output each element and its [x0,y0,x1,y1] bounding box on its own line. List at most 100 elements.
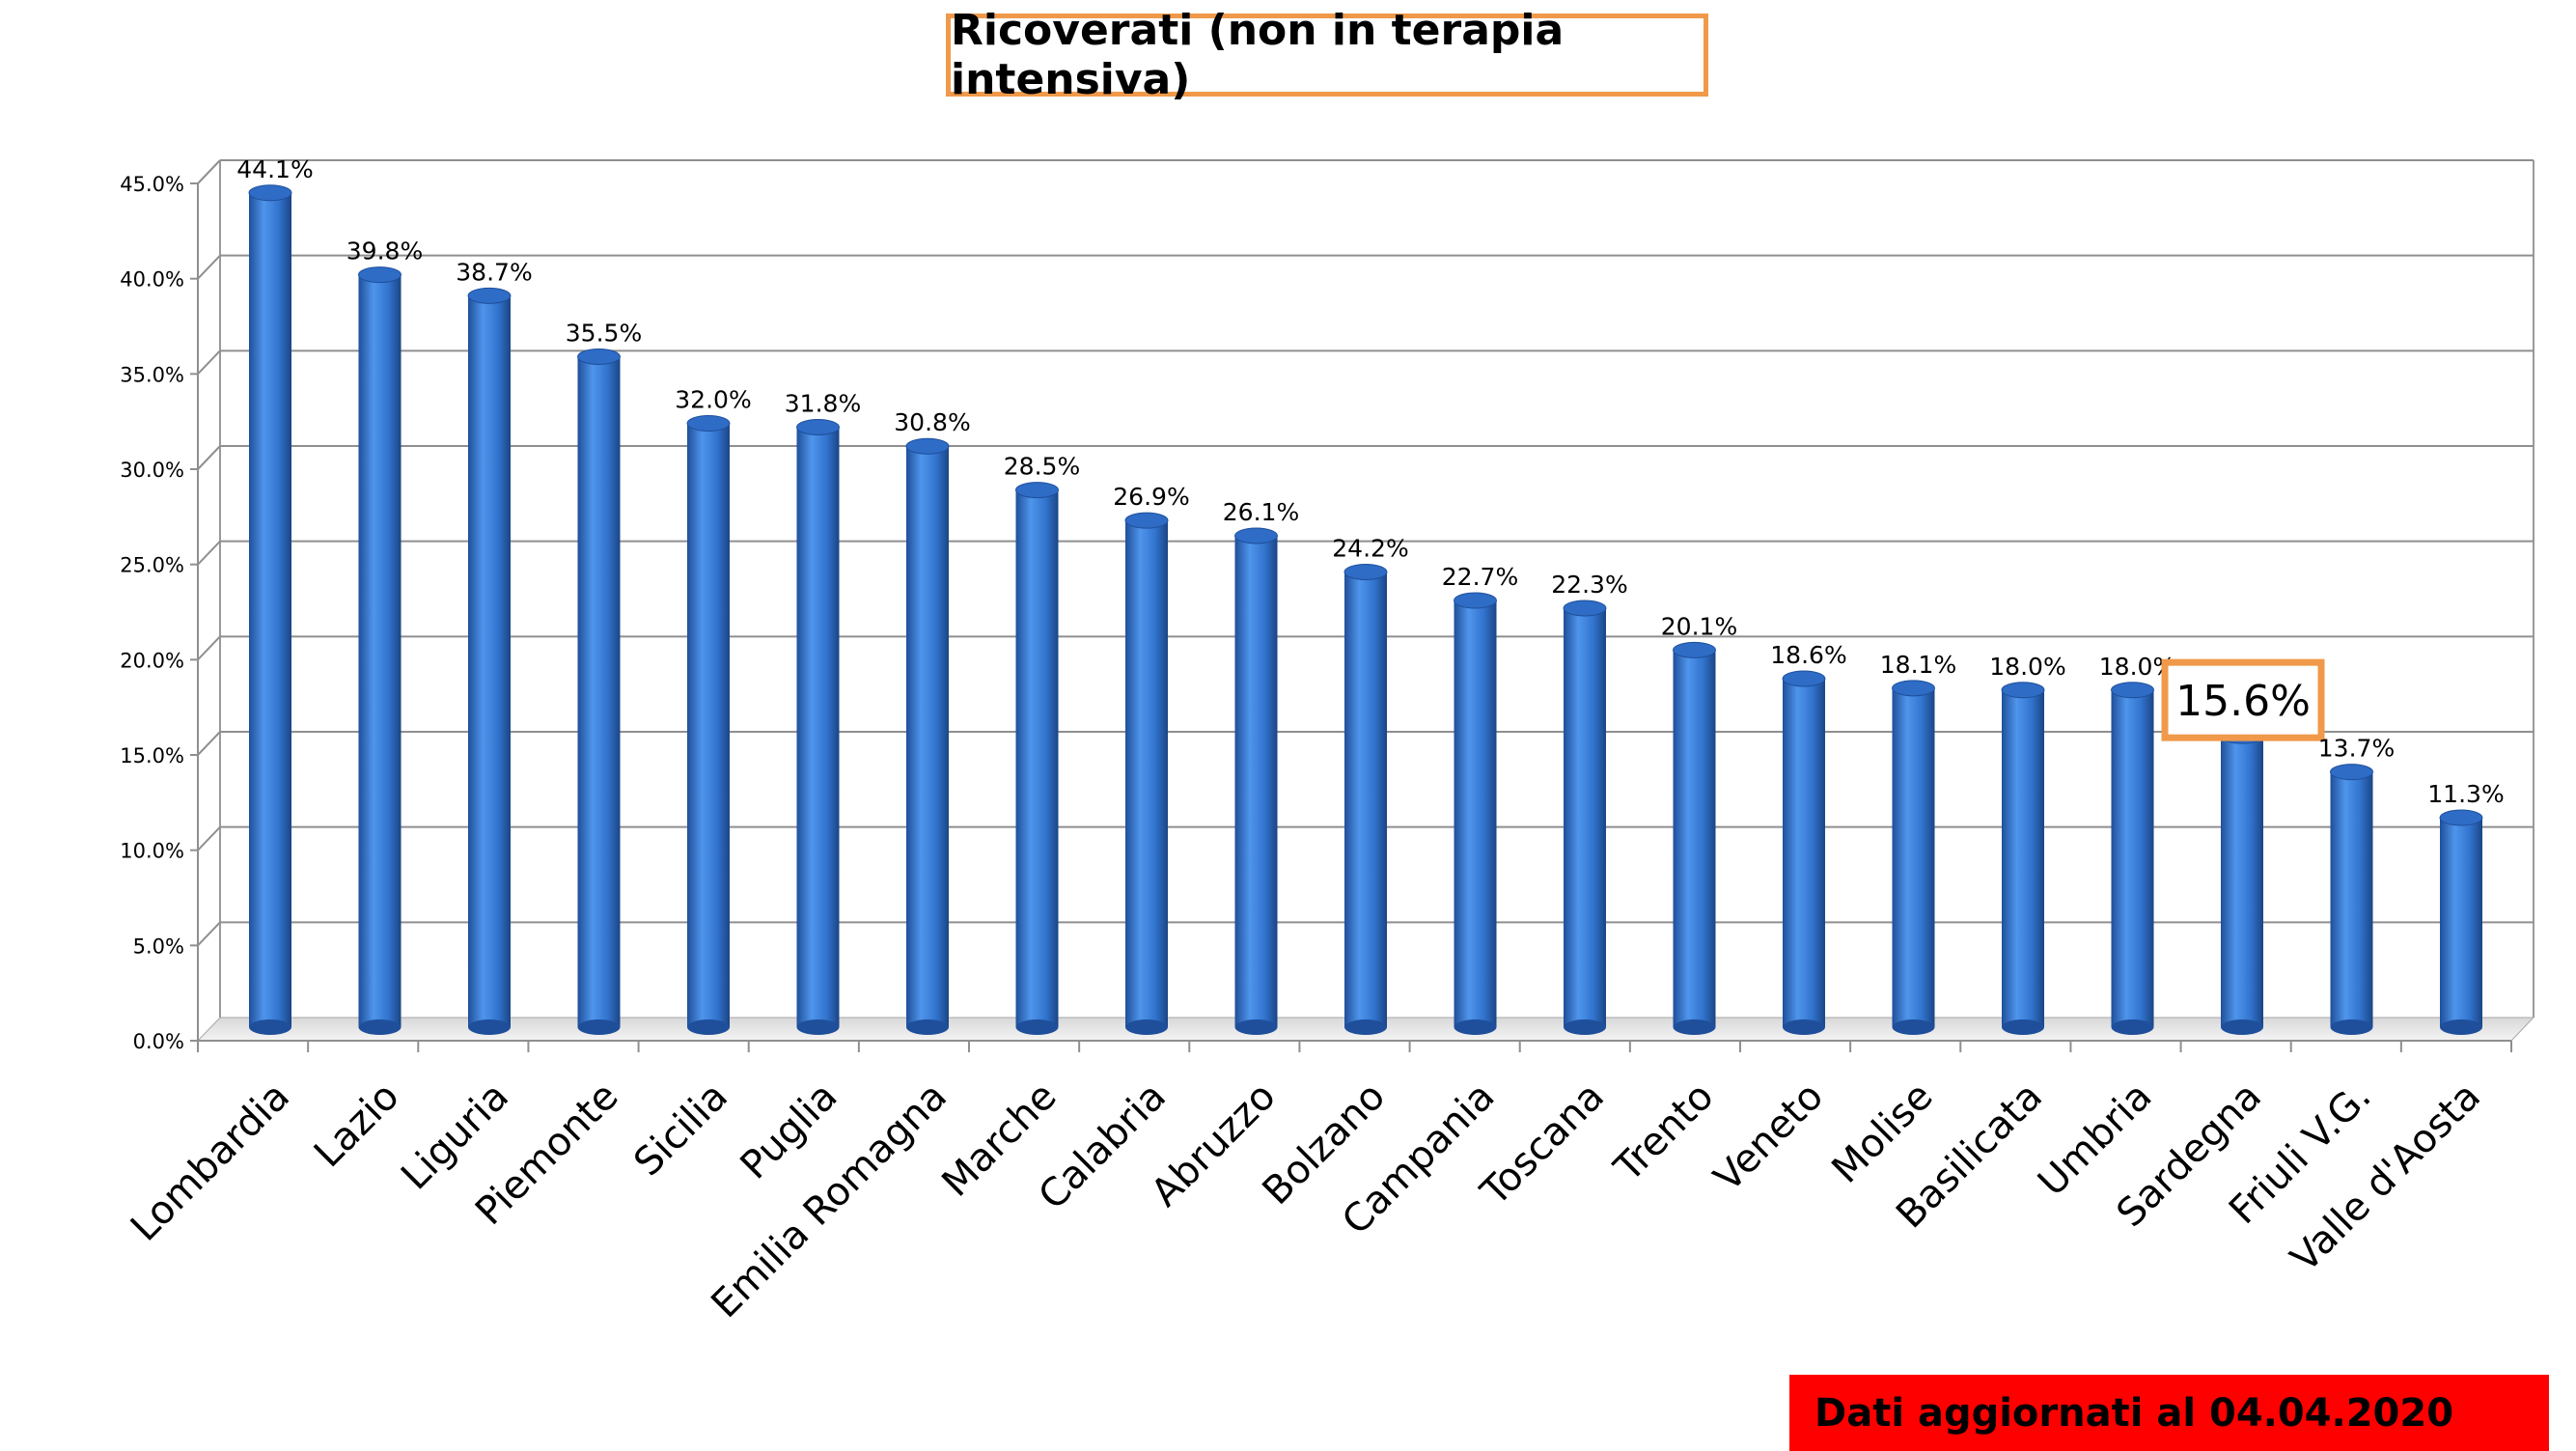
bar-base [468,1019,511,1035]
bar-cap [358,266,402,284]
bar-body [1564,607,1606,1027]
bar-bolzano [1343,563,1388,1035]
data-label: 26.1% [1223,498,1299,526]
bar-toscana [1563,600,1607,1035]
bar-cap [1343,563,1388,580]
bar-base [1564,1019,1606,1035]
bar-body [687,423,730,1027]
bar-base [2440,1019,2482,1035]
bar-base [1783,1019,1825,1035]
bar-cap [796,418,840,435]
data-label: 28.5% [1004,453,1080,481]
data-label: 35.5% [566,319,642,347]
data-label: 31.8% [785,389,861,417]
bar-base [1454,1019,1497,1035]
gridline-depth [197,349,221,376]
bar-base [577,1019,621,1035]
bar-base [1015,1019,1059,1035]
bar-base [249,1019,291,1035]
data-label: 13.7% [2318,735,2395,763]
bar-lombardia [248,184,292,1035]
bar-base [358,1019,402,1035]
highlight-label-box [2161,658,2325,741]
bar-cap [577,348,621,365]
gridline-depth [197,159,221,184]
gridline-depth [197,445,221,470]
bar-cap [1673,641,1716,658]
x-axis-label: Toscana [1472,1074,1613,1215]
bar-campania [1454,592,1497,1035]
bar-cap [1124,512,1169,529]
bar-puglia [796,418,840,1035]
bar-marche [1015,482,1059,1035]
bar-cap [1892,680,1935,697]
bar-base [1673,1019,1716,1035]
bar-friuli-v-g- [2330,764,2373,1035]
bar-body [1015,489,1059,1028]
bar-base [796,1019,840,1035]
bar-body [906,446,949,1027]
data-label: 18.6% [1770,641,1846,669]
x-axis-label: Lombardia [123,1074,298,1250]
bar-sardegna [2220,727,2264,1035]
bar-cap [686,415,731,433]
bar-cap [1454,592,1497,609]
x-axis-label: Valle d'Aosta [2283,1074,2489,1281]
bar-body [1892,687,1935,1027]
y-tick-label: 15.0% [120,744,184,767]
y-tick-label: 10.0% [120,840,184,863]
bar-cap [2001,682,2045,699]
bar-base [2221,1019,2263,1035]
bar-cap [1015,482,1059,499]
bar-base [1892,1019,1935,1035]
y-tick-label: 40.0% [120,268,184,292]
bar-base [1344,1019,1387,1035]
data-label: 30.8% [894,408,970,436]
x-axis-label: Veneto [1705,1074,1832,1201]
bar-liguria [467,287,512,1035]
bar-cap [1782,670,1826,687]
bar-body [2221,736,2263,1027]
bar-base [2111,1019,2154,1035]
bar-base [2002,1019,2044,1035]
bar-veneto [1782,670,1826,1035]
data-labels: 44.1% 39.8% 38.7% 35.5% 32.0% 31.8% 30.8% 28.5%… [236,155,2504,808]
y-tick-label: 5.0% [133,935,184,958]
bar-molise [1892,680,1935,1035]
bar-body [1673,650,1716,1027]
bar-base [1125,1019,1168,1035]
bar-base [2330,1019,2373,1035]
bar-emilia-romagna [905,437,950,1035]
date-note: Dati aggiornati al 04.04.2020 [1789,1375,2549,1451]
bar-piemonte [577,348,621,1035]
data-label: 20.1% [1661,612,1737,640]
bar-base [687,1019,730,1035]
bar-body [2111,689,2154,1027]
bar-base [906,1019,949,1035]
x-axis-label: Trento [1605,1074,1722,1191]
bar-trento [1673,641,1716,1035]
data-label: 38.7% [456,258,532,286]
y-tick-label: 30.0% [120,459,184,482]
bar-body [796,427,840,1028]
gridline-depth [197,635,221,661]
gridline-depth [197,731,221,756]
data-label: 24.2% [1332,534,1408,562]
bar-body [2440,818,2482,1027]
data-label-highlighted: 15.6% [2175,677,2311,726]
y-tick-label: 20.0% [120,649,184,672]
gridline-depth [197,921,221,947]
data-label: 22.7% [1442,563,1518,591]
chart-title: Ricoverati (non in terapia intensiva) [946,6,1708,104]
bar-body [468,295,511,1027]
bar-sicilia [686,415,731,1035]
bars [248,184,2483,1035]
y-tick-label: 45.0% [120,173,184,196]
data-label: 44.1% [236,155,313,183]
x-axis-label: Sicilia [625,1074,736,1186]
bar-basilicata [2001,682,2045,1035]
bar-body [1125,520,1168,1027]
bar-body [249,192,291,1027]
y-tick-label: 35.0% [120,363,184,386]
bar-cap [1563,600,1607,617]
